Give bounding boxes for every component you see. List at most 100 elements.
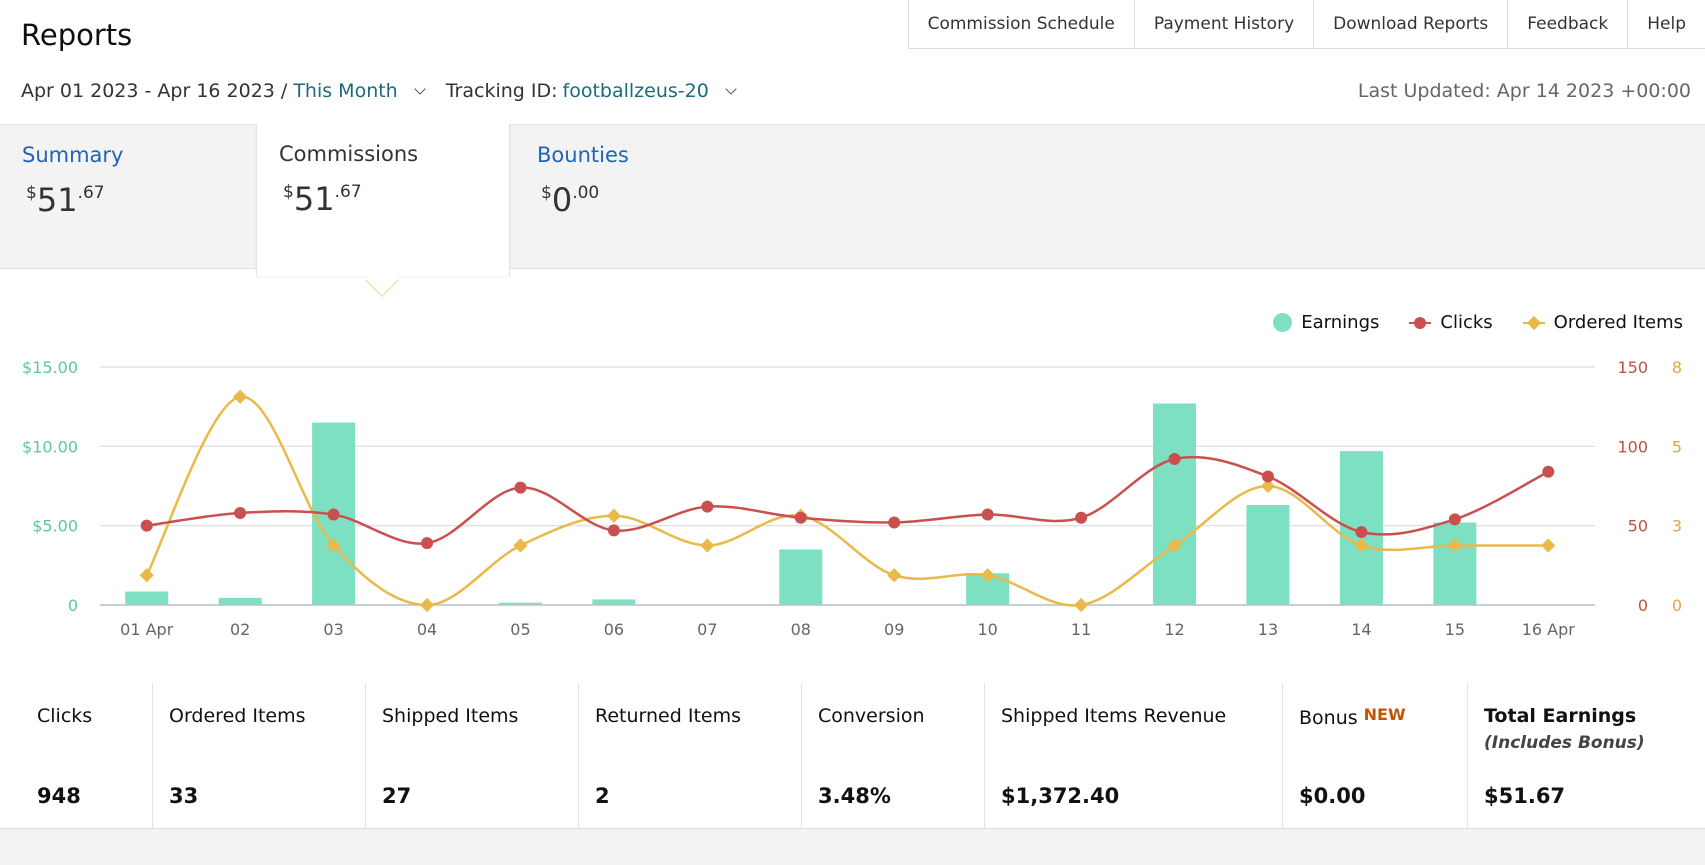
tracking-id-dropdown[interactable]: footballzeus-20 — [562, 80, 709, 102]
feedback-link[interactable]: Feedback — [1508, 0, 1629, 48]
ordered-items-line — [145, 395, 1549, 607]
ordered-items-point — [1354, 538, 1369, 553]
chevron-down-icon[interactable] — [414, 83, 426, 95]
download-reports-link[interactable]: Download Reports — [1314, 0, 1509, 48]
earnings-bar — [779, 549, 823, 605]
stat-label: Total Earnings — [1484, 705, 1637, 727]
clicks-line — [146, 455, 1549, 545]
tab-bounties[interactable]: Bounties $0.00 — [515, 125, 771, 270]
earnings-bar — [498, 602, 542, 605]
ordered-items-point — [419, 597, 435, 613]
stat-value: $51.67 — [1484, 784, 1566, 808]
page-title: Reports — [21, 18, 133, 52]
x-axis-tick-label: 05 — [510, 620, 530, 639]
new-badge: NEW — [1363, 705, 1406, 724]
period-dropdown[interactable]: This Month — [293, 80, 398, 102]
report-tabs: Summary $51.67 Commissions $51.67 Bounti… — [0, 124, 1705, 276]
date-separator: / — [280, 80, 288, 102]
ordered-items-point — [139, 568, 154, 583]
ordered-items-point — [1260, 478, 1276, 494]
stat-conversion: Conversion 3.48% — [802, 683, 985, 828]
stat-value: 948 — [37, 784, 81, 808]
right-axis-tick-label: 100 — [1617, 437, 1648, 456]
legend-earnings[interactable]: Earnings — [1273, 312, 1379, 333]
ordered-items-point — [1167, 538, 1182, 553]
stat-label: Shipped Items Revenue — [1001, 705, 1227, 727]
footer-band — [0, 829, 1705, 865]
stat-value: $0.00 — [1299, 784, 1366, 808]
ordered-items-point — [980, 568, 995, 583]
filter-row: Apr 01 2023 - Apr 16 2023 / This Month T… — [21, 80, 757, 102]
stat-total-earnings: Total Earnings (Includes Bonus) $51.67 — [1468, 683, 1705, 828]
stat-label: Shipped Items — [382, 705, 519, 727]
earnings-bar — [592, 599, 636, 605]
tracking-id-label: Tracking ID: — [445, 80, 558, 102]
ordered-items-point — [1541, 538, 1556, 553]
x-axis-tick-label: 12 — [1164, 620, 1184, 639]
legend-clicks[interactable]: Clicks — [1409, 312, 1493, 333]
stat-sublabel: (Includes Bonus) — [1484, 733, 1645, 753]
x-axis-tick-label: 04 — [417, 620, 437, 639]
legend-ordered-items[interactable]: Ordered Items — [1522, 312, 1683, 333]
help-link[interactable]: Help — [1647, 14, 1686, 34]
tab-label[interactable]: Summary — [22, 143, 124, 167]
stat-value: 33 — [169, 784, 199, 808]
chevron-down-icon[interactable] — [725, 83, 737, 95]
x-axis-tick-label: 09 — [884, 620, 904, 639]
tab-label[interactable]: Commissions — [279, 142, 419, 166]
last-updated: Last Updated: Apr 14 2023 +00:00 — [1357, 80, 1691, 102]
clicks-point — [607, 524, 620, 537]
tab-commissions[interactable]: Commissions $51.67 — [256, 124, 510, 276]
clicks-point — [327, 508, 340, 521]
ordered-items-point — [233, 389, 248, 404]
clicks-point — [1355, 526, 1368, 539]
left-axis-tick-label: $5.00 — [32, 517, 78, 536]
stat-label: Returned Items — [595, 705, 741, 727]
x-axis-tick-label: 16 Apr — [1522, 620, 1576, 639]
clicks-point — [1168, 453, 1181, 466]
clicks-point — [981, 508, 994, 521]
tab-label[interactable]: Bounties — [537, 143, 629, 167]
earnings-swatch-icon — [1273, 313, 1293, 332]
stat-shipped-items: Shipped Items 27 — [366, 683, 579, 828]
x-axis-tick-label: 02 — [230, 620, 250, 639]
clicks-point — [421, 537, 434, 550]
payment-history-link[interactable]: Payment History — [1135, 0, 1315, 48]
right2-axis-tick-label: 0 — [1672, 596, 1682, 615]
ordered-items-point — [700, 538, 715, 553]
tab-summary[interactable]: Summary $51.67 — [0, 125, 256, 270]
ordered-items-point — [1447, 538, 1462, 553]
stat-returned-items: Returned Items 2 — [579, 683, 802, 828]
x-axis-tick-label: 15 — [1445, 620, 1465, 639]
earnings-bar — [218, 597, 262, 605]
x-axis-tick-label: 08 — [791, 620, 811, 639]
stat-value: 2 — [595, 784, 610, 808]
commission-schedule-link[interactable]: Commission Schedule — [909, 0, 1135, 48]
date-range: Apr 01 2023 - Apr 16 2023 — [21, 80, 275, 102]
stat-shipped-items-revenue: Shipped Items Revenue $1,372.40 — [985, 683, 1283, 828]
clicks-point — [1542, 465, 1555, 478]
x-axis-tick-label: 14 — [1351, 620, 1371, 639]
left-axis-tick-label: $15.00 — [22, 358, 78, 377]
tab-amount: $51.67 — [26, 181, 105, 219]
right-axis-tick-label: 50 — [1628, 517, 1648, 536]
clicks-point — [1261, 470, 1274, 483]
ordered-items-swatch-icon — [1522, 317, 1545, 329]
clicks-swatch-icon — [1409, 316, 1432, 329]
tab-amount: $0.00 — [541, 181, 600, 219]
right2-axis-tick-label: 3 — [1672, 517, 1682, 536]
stat-value: 27 — [382, 784, 412, 808]
x-axis-tick-label: 11 — [1071, 620, 1091, 639]
stat-value: 3.48% — [818, 784, 891, 808]
stat-label: Clicks — [37, 705, 93, 727]
clicks-point — [888, 516, 901, 529]
clicks-point — [794, 511, 807, 524]
earnings-bar — [1433, 522, 1477, 605]
stat-label: Conversion — [818, 705, 925, 727]
earnings-bar — [1153, 403, 1197, 605]
clicks-point — [514, 481, 527, 494]
stat-value: $1,372.40 — [1001, 784, 1120, 808]
ordered-items-point — [326, 538, 341, 553]
earnings-bar — [1246, 505, 1290, 605]
